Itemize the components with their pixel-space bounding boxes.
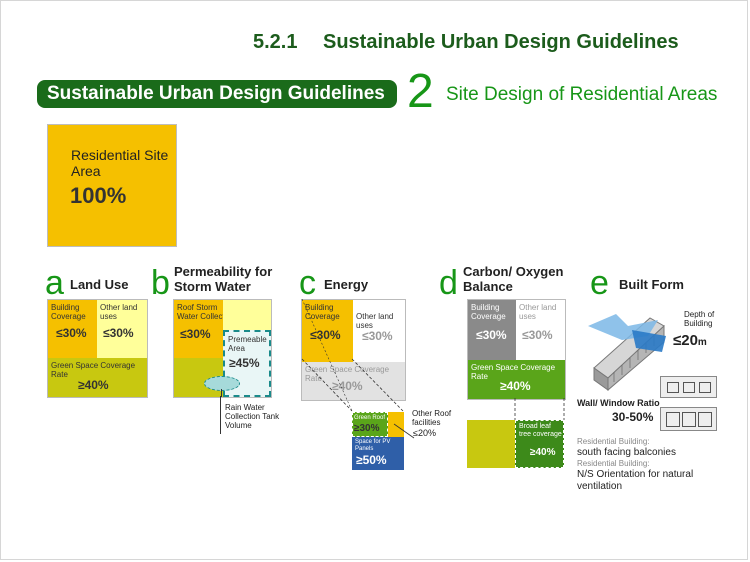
e-wwr-label: Wall/ Window Ratio xyxy=(577,398,660,408)
e-depth-unit: m xyxy=(697,337,707,348)
a-green-space-cell: Green Space Coverage Rate ≥40% xyxy=(48,358,147,397)
d-green-space-cell: Green Space Coverage Rate ≥40% xyxy=(468,360,565,399)
panel-c-letter: c xyxy=(299,264,316,302)
a-building-coverage-value: ≤30% xyxy=(56,326,87,340)
panel-e-letter: e xyxy=(590,264,609,302)
c-other-roof-value: ≤20% xyxy=(413,428,436,438)
b-tank-label: Rain Water Collection Tank Volume xyxy=(225,403,280,430)
window-icon xyxy=(666,412,680,427)
heading-title: Sustainable Urban Design Guidelines xyxy=(323,31,679,53)
window-icon xyxy=(683,382,695,393)
e-wwr-value: 30-50% xyxy=(612,410,654,424)
d-building-coverage-cell: Building Coverage ≤30% xyxy=(468,300,516,360)
window-icon xyxy=(667,382,679,393)
panel-a-diagram: Building Coverage ≤30% Other land uses ≤… xyxy=(47,299,148,398)
page-heading: 5.2.1 Sustainable Urban Design Guidelines xyxy=(253,31,679,54)
e-res1-label: Residential Building: xyxy=(577,437,650,446)
d-building-coverage-value: ≤30% xyxy=(476,328,507,342)
d-broad-leaf-label: Broad leaf tree coverage xyxy=(519,423,562,438)
panel-c-diagram: Building Coverage ≤30% Other land uses ≤… xyxy=(301,299,406,401)
window-icon xyxy=(682,412,696,427)
panel-b-letter: b xyxy=(151,264,170,302)
e-res2-label: Residential Building: xyxy=(577,459,650,468)
b-tank-leader-line xyxy=(221,389,222,397)
panel-c-title: Energy xyxy=(324,277,369,292)
panel-d-diagram: Building Coverage ≤30% Other land uses ≤… xyxy=(467,299,566,400)
d-green-space-value: ≥40% xyxy=(500,379,531,393)
c-other-land-cell: Other land uses ≤30% xyxy=(353,300,405,362)
a-green-space-value: ≥40% xyxy=(78,378,109,392)
window-icon xyxy=(699,382,711,393)
a-building-coverage-label: Building Coverage xyxy=(51,303,86,321)
a-other-land-value: ≤30% xyxy=(103,326,134,340)
panel-a-title: Land Use xyxy=(70,277,129,292)
section-number: 5.2.1 xyxy=(253,31,298,53)
residential-site-area-box: Residential Site Area 100% xyxy=(47,124,177,247)
panel-b-diagram: Roof Storm Water Collection ≤30% Premeab… xyxy=(173,299,272,398)
c-green-roof-value: ≥30% xyxy=(354,423,380,434)
d-green-space-label: Green Space Coverage Rate xyxy=(471,363,556,381)
a-other-land-label: Other land uses xyxy=(100,303,138,321)
d-other-land-cell: Other land uses ≤30% xyxy=(516,300,565,360)
d-building-coverage-label: Building Coverage xyxy=(471,303,506,321)
c-pv-cell: Space for PV Panels ≥50% xyxy=(352,437,404,470)
panel-d-letter: d xyxy=(439,264,458,302)
c-other-roof-label: Other Roof facilities xyxy=(412,409,452,427)
c-green-space-value: ≥40% xyxy=(332,379,363,393)
e-depth-label: Depth of Building xyxy=(684,310,715,328)
chapter-title: Site Design of Residential Areas xyxy=(446,84,718,105)
d-broad-leaf-value: ≥40% xyxy=(530,447,556,458)
a-green-space-label: Green Space Coverage Rate xyxy=(51,361,136,379)
a-building-coverage-cell: Building Coverage ≤30% xyxy=(48,300,97,358)
c-green-roof-cell: Green Roof ≥30% xyxy=(352,412,388,437)
d-projection-lines xyxy=(514,398,565,420)
e-res2-value: N/S Orientation for natural ventilation xyxy=(577,469,694,492)
c-green-space-cell: Green Space Coverage Rate ≥40% xyxy=(302,362,405,400)
title-banner: Sustainable Urban Design Guidelines xyxy=(37,80,397,108)
c-other-roof-leader xyxy=(393,423,415,439)
chapter-number: 2 xyxy=(407,65,434,118)
window-illustration-2 xyxy=(660,407,717,431)
panel-d-title: Carbon/ Oxygen Balance xyxy=(463,264,564,294)
d-other-land-value: ≤30% xyxy=(522,328,553,342)
building-illustration xyxy=(588,314,666,391)
b-roof-cell: Roof Storm Water Collection ≤30% xyxy=(174,300,223,358)
e-res1-value: south facing balconies xyxy=(577,447,676,458)
b-tank-callout-line xyxy=(220,396,221,434)
site-area-percent: 100% xyxy=(70,183,127,208)
c-roof-detail: Green Roof ≥30% Space for PV Panels ≥50% xyxy=(352,412,404,470)
c-other-land-value: ≤30% xyxy=(362,329,393,343)
c-green-space-label: Green Space Coverage Rate xyxy=(305,365,390,383)
c-other-land-label: Other land uses xyxy=(356,312,394,330)
site-area-label: Residential Site Area xyxy=(71,147,169,179)
b-rain-tank-shape xyxy=(204,376,240,391)
b-roof-label: Roof Storm Water Collection xyxy=(177,303,223,321)
window-icon xyxy=(698,412,712,427)
panel-e-title: Built Form xyxy=(619,277,684,292)
c-pv-value: ≥50% xyxy=(356,453,387,467)
b-premeable-label: Premeable Area xyxy=(228,335,267,353)
c-green-roof-label: Green Roof xyxy=(354,415,386,421)
a-other-land-cell: Other land uses ≤30% xyxy=(97,300,147,358)
c-projection-lines xyxy=(301,299,404,412)
panel-a-letter: a xyxy=(45,264,64,302)
c-building-coverage-cell: Building Coverage ≤30% xyxy=(302,300,353,362)
c-building-coverage-label: Building Coverage xyxy=(305,303,340,321)
panel-b-title: Permeability for Storm Water xyxy=(174,264,273,294)
e-depth-value: ≤20 xyxy=(673,332,698,349)
c-other-roof-cell xyxy=(388,412,404,437)
c-building-coverage-value: ≤30% xyxy=(310,328,341,342)
d-broad-leaf-cell: Broad leaf tree coverage ≥40% xyxy=(515,420,564,468)
window-illustration-1 xyxy=(660,376,717,398)
b-roof-value: ≤30% xyxy=(180,327,211,341)
d-other-land-label: Other land uses xyxy=(519,303,557,321)
e-depth-value-group: ≤20m xyxy=(673,332,707,349)
c-pv-label: Space for PV Panels xyxy=(355,439,391,452)
b-premeable-value: ≥45% xyxy=(229,356,260,370)
b-premeable-area: Premeable Area ≥45% xyxy=(223,330,271,397)
